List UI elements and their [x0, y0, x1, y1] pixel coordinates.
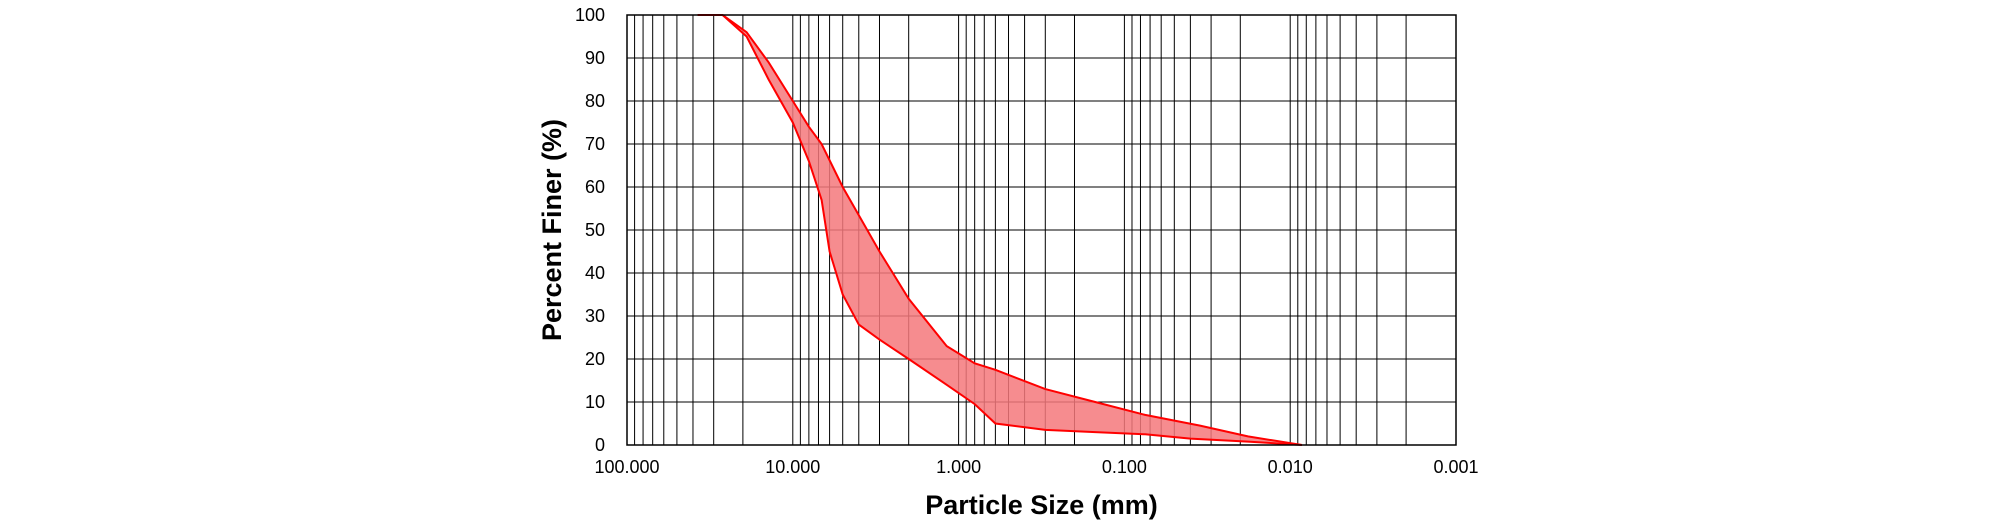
y-axis-title: Percent Finer (%): [537, 119, 567, 341]
y-tick-label: 40: [585, 263, 605, 283]
x-tick-label: 100.000: [594, 457, 659, 477]
x-tick-label: 0.100: [1102, 457, 1147, 477]
grid: [627, 14, 1457, 446]
x-tick-label: 0.001: [1433, 457, 1478, 477]
y-tick-label: 30: [585, 306, 605, 326]
y-tick-label: 100: [575, 5, 605, 25]
y-tick-label: 70: [585, 134, 605, 154]
y-tick-label: 10: [585, 392, 605, 412]
y-tick-label: 50: [585, 220, 605, 240]
tick-labels: 0 10 20 30 40 50 60 70 80 90 100 100.000 10.000 1.000…: [575, 5, 1479, 477]
x-tick-label: 0.010: [1268, 457, 1313, 477]
x-tick-label: 10.000: [765, 457, 820, 477]
y-tick-label: 90: [585, 48, 605, 68]
gradation-band: [697, 14, 1303, 446]
plot-frame: [626, 14, 1457, 446]
x-tick-label: 1.000: [936, 457, 981, 477]
y-tick-label: 20: [585, 349, 605, 369]
y-tick-label: 80: [585, 91, 605, 111]
lower-gradation-line: [721, 14, 1302, 446]
y-tick-label: 60: [585, 177, 605, 197]
y-tick-label: 0: [595, 435, 605, 455]
x-axis-title: Particle Size (mm): [925, 490, 1158, 520]
upper-gradation-line: [697, 14, 1303, 446]
